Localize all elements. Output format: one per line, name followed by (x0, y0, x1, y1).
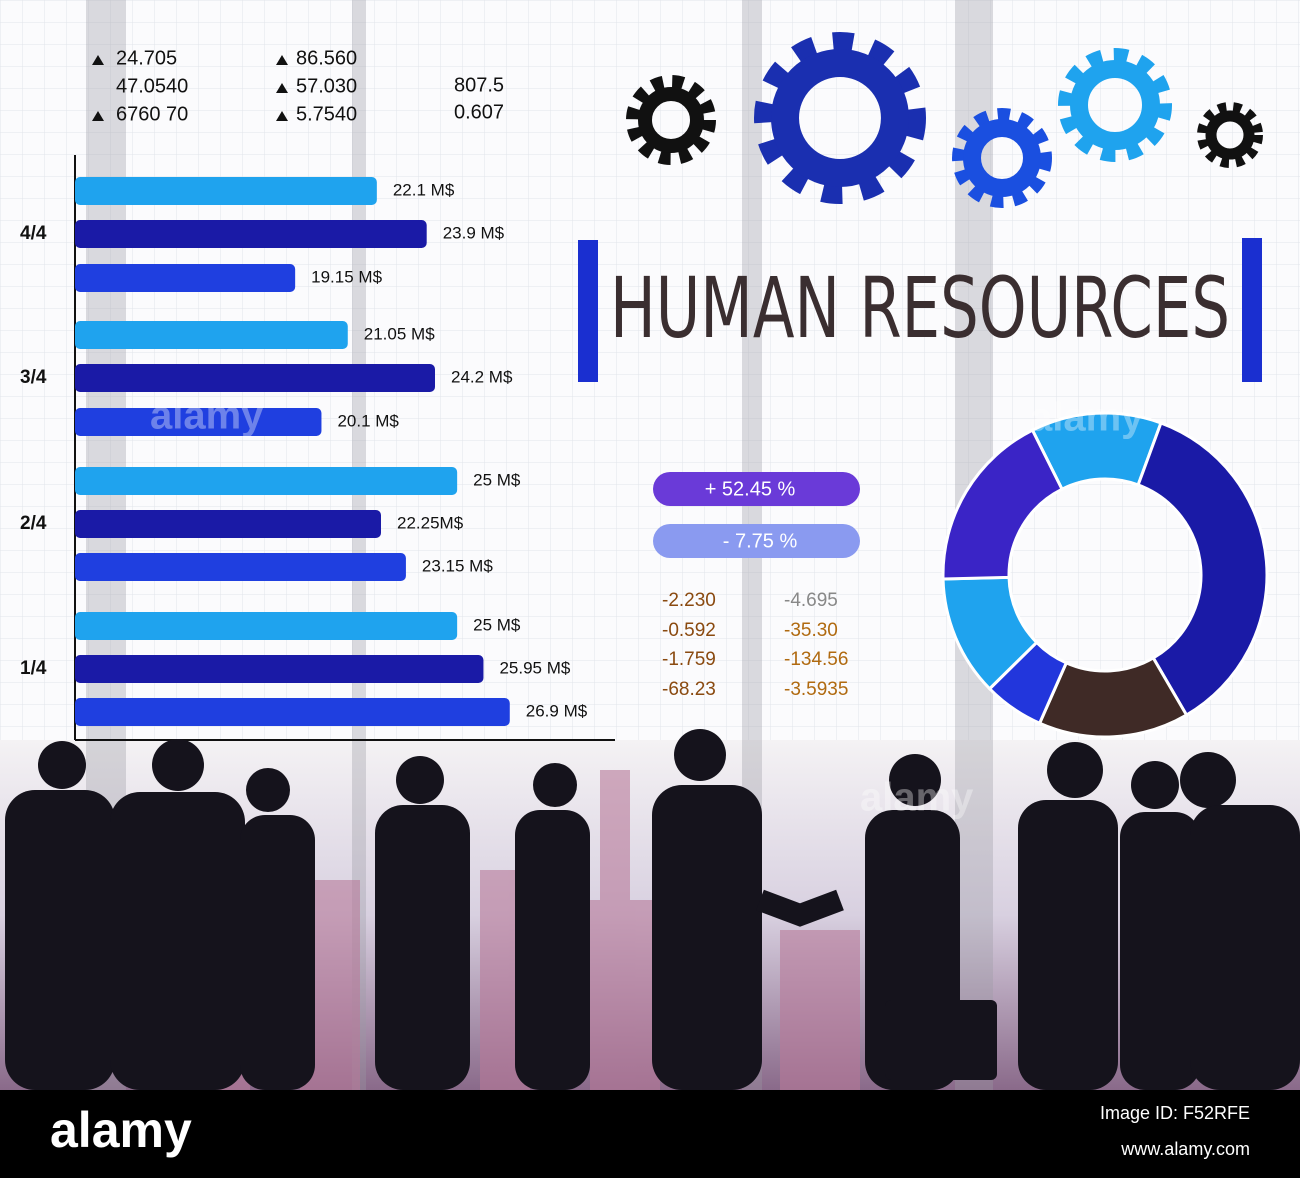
delta: + 52.45 % (705, 478, 796, 500)
title-bracket (578, 240, 598, 382)
bar (75, 655, 484, 683)
ticker: 807.5 (454, 74, 504, 96)
delta-pill (653, 524, 860, 558)
ticker: 86.560 (296, 47, 357, 69)
category-label: 4/4 (20, 223, 47, 244)
category-label: 1/4 (20, 658, 47, 679)
title-bracket (1242, 238, 1262, 382)
figure: -134.56 (784, 649, 848, 670)
value-label: 23.15 M$ (422, 556, 493, 575)
value-label: 22.1 M$ (393, 180, 455, 199)
bar (75, 264, 296, 292)
footer-logo: alamy (50, 1102, 192, 1158)
figure: -0.592 (662, 620, 716, 641)
donut-chart (941, 411, 1269, 739)
ticker: 24.705 (116, 47, 177, 69)
bar (75, 321, 348, 349)
value-label: 23.9 M$ (443, 223, 505, 242)
bar (75, 408, 322, 436)
bar (75, 698, 510, 726)
value-label: 19.15 M$ (311, 267, 382, 286)
ticker: 47.0540 (116, 75, 188, 97)
value-label: 25 M$ (473, 470, 521, 489)
watermark: alamy (860, 776, 974, 820)
figure: -4.695 (784, 590, 838, 611)
bar (75, 177, 377, 205)
donut-segment (1136, 421, 1269, 718)
delta-pill (653, 472, 860, 506)
figure: -1.759 (662, 649, 716, 670)
title: HUMAN RESOURCES (610, 259, 1230, 357)
people-silhouettes (5, 729, 1300, 1090)
bar-chart: 22.1 M$ 23.9 M$ 4/4 19.15 M$ 21.05 M$ 24.2 M$… (20, 177, 588, 726)
value-label: 21.05 M$ (364, 324, 435, 343)
ticker: 0.607 (454, 101, 504, 123)
ticker: 57.030 (296, 75, 357, 97)
image-id: Image ID: F52RFE (1100, 1103, 1250, 1123)
bar (75, 364, 435, 392)
value-label: 20.1 M$ (337, 411, 399, 430)
ticker: 6760 70 (116, 103, 188, 125)
gears (626, 32, 1263, 208)
delta: - 7.75 % (723, 530, 798, 552)
watermark: alamy (1030, 396, 1144, 440)
category-label: 2/4 (20, 513, 47, 534)
handshake (756, 889, 844, 927)
figure: -3.5935 (784, 679, 848, 700)
figure: -2.230 (662, 590, 716, 611)
bar (75, 220, 427, 248)
bar (75, 553, 406, 581)
bar (75, 467, 458, 495)
donut-segment (941, 428, 1065, 581)
value-label: 26.9 M$ (526, 701, 588, 720)
figure: -35.30 (784, 620, 838, 641)
category-label: 3/4 (20, 367, 47, 388)
tickers: 24.705 47.0540 6760 70 86.560 57.030 5.7… (92, 47, 504, 125)
bar (75, 510, 381, 538)
figure: -68.23 (662, 679, 716, 700)
watermark: alamy (150, 394, 264, 438)
value-label: 25 M$ (473, 615, 521, 634)
bar (75, 612, 458, 640)
ticker: 5.7540 (296, 103, 357, 125)
value-label: 22.25M$ (397, 513, 464, 532)
footer-url: www.alamy.com (1120, 1139, 1250, 1159)
value-label: 24.2 M$ (451, 367, 513, 386)
footer-bar (0, 1090, 1300, 1178)
value-label: 25.95 M$ (499, 658, 570, 677)
